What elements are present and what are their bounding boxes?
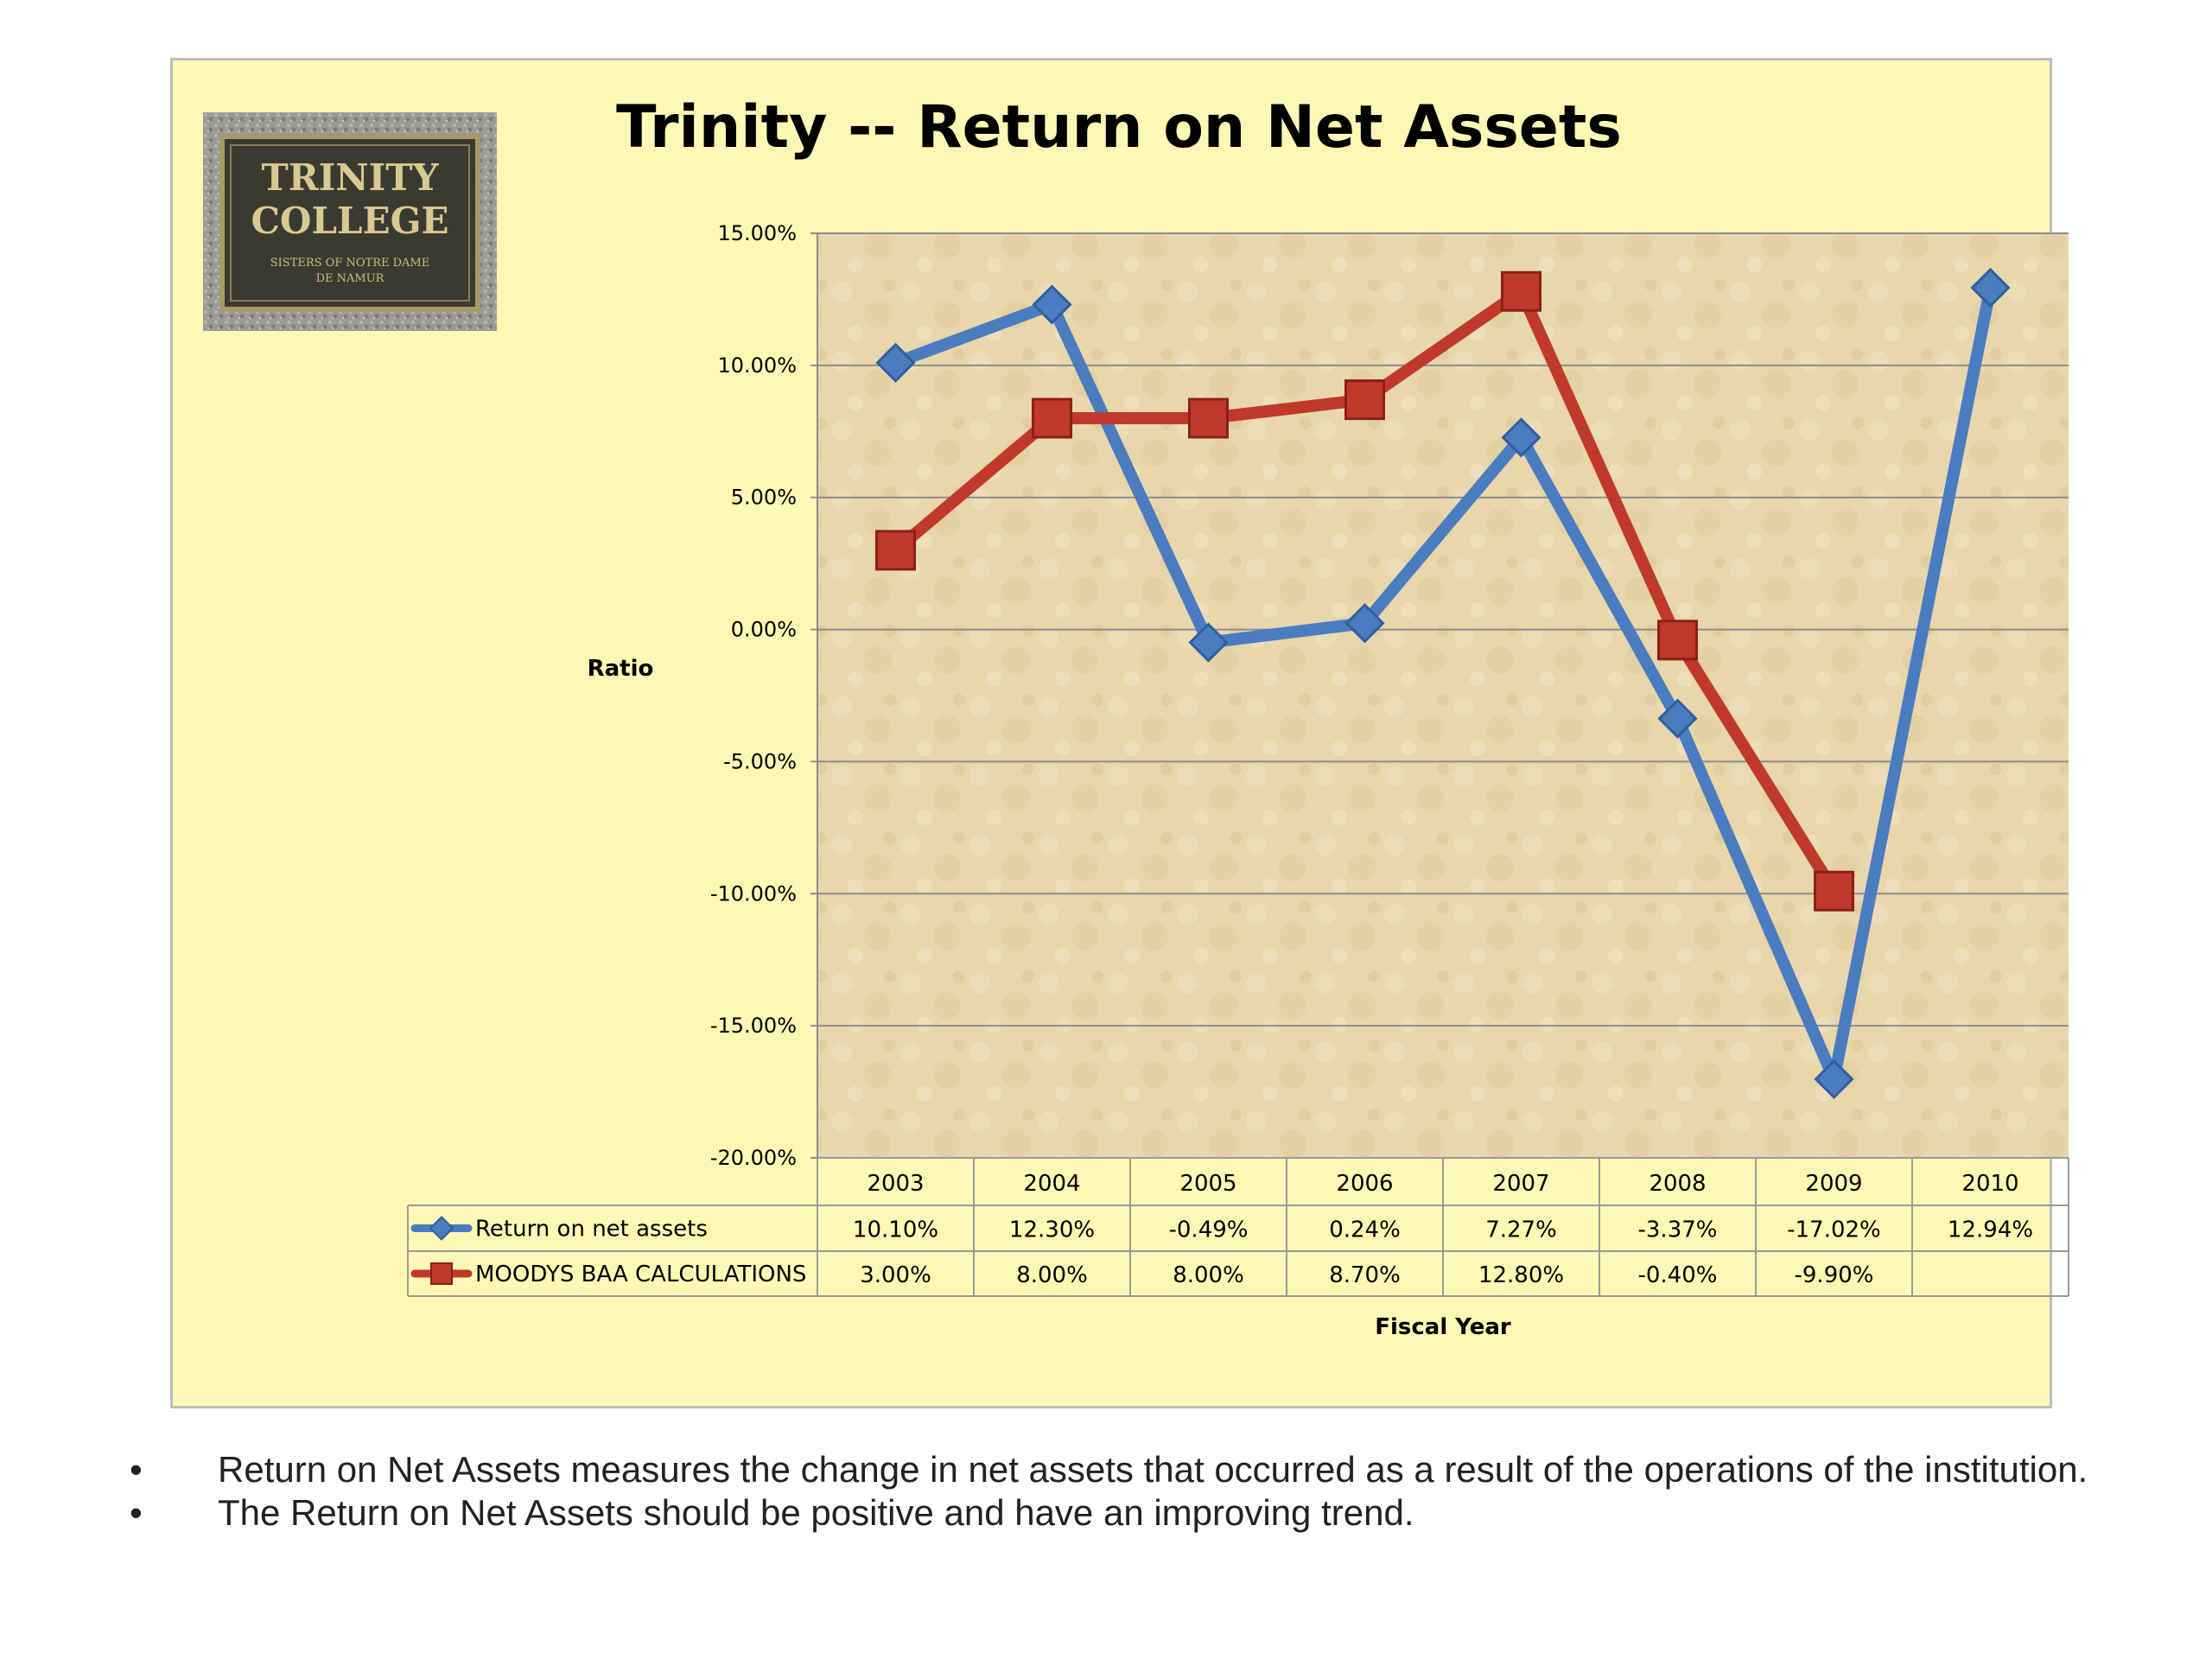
note-text: The Return on Net Assets should be posit… [218,1492,1414,1533]
data-label: 3.00% [860,1262,931,1288]
series-return-on-net-assets [875,267,2011,1100]
logo-text-line2: COLLEGE [251,200,449,242]
note-item: • Return on Net Assets measures the chan… [130,1452,2117,1488]
data-point-square [1032,397,1072,439]
category-label: 2010 [1961,1171,2018,1197]
data-point-square [875,530,916,571]
note-text: Return on Net Assets measures the change… [218,1449,2088,1490]
logo-text-line3: SISTERS OF NOTRE DAME [270,257,429,270]
y-tick-label: -5.00% [723,749,797,773]
series-line [889,281,1997,1085]
data-label: 12.80% [1478,1262,1564,1288]
category-label: 2007 [1492,1171,1549,1197]
data-point-diamond [1814,1058,1854,1100]
bullet: • [130,1492,143,1533]
bullet: • [130,1449,143,1490]
y-tick-label: 5.00% [731,486,797,510]
category-label: 2009 [1805,1171,1862,1197]
legend-key-marker [429,1216,454,1241]
data-label: 12.94% [1948,1217,2033,1243]
legend-key-marker [430,1262,453,1285]
y-tick-label: 10.00% [717,353,797,378]
category-label: 2006 [1336,1171,1393,1197]
data-label: 8.00% [1016,1262,1088,1288]
data-point-square [1814,870,1854,912]
data-point-square [1344,379,1385,421]
trinity-college-logo: TRINITY COLLEGE SISTERS OF NOTRE DAME DE… [203,112,497,331]
data-label: 8.00% [1173,1262,1244,1288]
series [875,267,2011,1100]
data-point-diamond [1032,284,1072,325]
x-axis-title: Fiscal Year [1375,1314,1511,1340]
data-point-square [1188,397,1229,439]
series-moodys-baa-calculations [875,270,1854,912]
data-point-diamond [1970,267,2011,308]
data-label: 0.24% [1329,1217,1401,1243]
note-item: • The Return on Net Assets should be pos… [130,1495,2117,1531]
notes-list: • Return on Net Assets measures the chan… [130,1452,2117,1538]
category-label: 2008 [1649,1171,1706,1197]
data-label: 7.27% [1485,1217,1557,1243]
y-tick-label: 0.00% [731,618,797,642]
legend-label: MOODYS BAA CALCULATIONS [475,1262,806,1287]
chart-title: Trinity -- Return on Net Assets [616,93,1622,162]
data-label: -0.40% [1638,1262,1718,1288]
data-label: 12.30% [1009,1217,1095,1243]
y-tick-label: -15.00% [710,1014,797,1038]
y-tick-label: -10.00% [710,881,797,906]
y-axis-ticks: 15.00% 10.00% 5.00% 0.00% -5.00% -10.00% -15.0… [710,221,797,1170]
data-label: 8.70% [1329,1262,1401,1288]
y-tick-label: -20.00% [710,1146,797,1170]
legend-label: Return on net assets [475,1217,708,1243]
category-label: 2004 [1023,1171,1080,1197]
data-point-square [1657,620,1698,661]
logo-text-line1: TRINITY [261,156,439,199]
y-axis-title: Ratio [588,656,654,682]
data-label: 10.10% [853,1217,938,1243]
data-point-diamond [1344,603,1385,644]
data-table: 2003 2004 2005 2006 2007 2008 2009 2010 Return o… [407,1157,2069,1297]
y-tick-label: 15.00% [717,221,797,245]
category-label: 2003 [867,1171,924,1197]
data-point-diamond [1501,417,1541,458]
category-label: 2005 [1179,1171,1236,1197]
data-label: -0.49% [1169,1217,1249,1243]
data-label: -17.02% [1787,1217,1881,1243]
plot-area [817,233,2069,1158]
logo-text-line4: DE NAMUR [316,272,385,285]
data-point-diamond [1188,622,1229,663]
data-point-square [1501,270,1541,312]
data-label: -9.90% [1795,1262,1874,1288]
data-point-diamond [875,342,916,383]
data-point-diamond [1657,698,1698,739]
data-label: -3.37% [1638,1217,1718,1243]
